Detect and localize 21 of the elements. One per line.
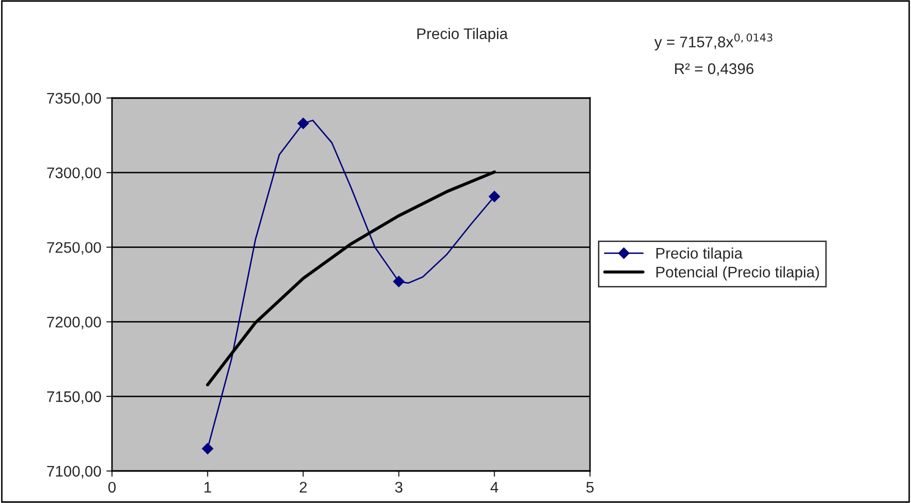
y-tick-label: 7200,00 (47, 316, 101, 330)
x-tick-label: 0 (108, 482, 116, 493)
x-tick-label: 5 (586, 482, 594, 493)
point (298, 118, 309, 129)
y-tick-label: 7150,00 (47, 391, 101, 404)
text: y = 7157,8x$^{0,0143}$ (654, 33, 772, 50)
y-tick-label: 7250,00 (47, 242, 101, 255)
y-tick-label: 7350,00 (47, 92, 101, 106)
x-tick-label: 3 (395, 482, 402, 493)
text: R² = 0,4396 (675, 63, 754, 76)
point (488, 190, 500, 202)
x-tick-label: 1 (204, 482, 212, 492)
y-tick-label: 7300,00 (47, 167, 101, 180)
x-tick-label: 2 (300, 482, 307, 492)
point (202, 443, 214, 454)
x-tick-label: 4 (490, 482, 498, 492)
point (393, 276, 404, 288)
chart-title: Precio Tilapia (417, 28, 508, 42)
legend-label: Precio tilapia (656, 247, 743, 262)
legend-label: Potencial (Precio tilapia) (656, 266, 819, 281)
y-tick-label: 7100,00 (47, 466, 101, 478)
